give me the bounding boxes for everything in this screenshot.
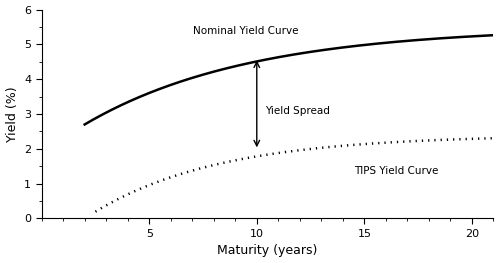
Text: Yield Spread: Yield Spread	[265, 105, 330, 115]
Y-axis label: Yield (%): Yield (%)	[5, 86, 18, 142]
Text: Nominal Yield Curve: Nominal Yield Curve	[193, 26, 299, 36]
Text: TIPS Yield Curve: TIPS Yield Curve	[354, 165, 438, 175]
X-axis label: Maturity (years): Maturity (years)	[218, 244, 318, 257]
